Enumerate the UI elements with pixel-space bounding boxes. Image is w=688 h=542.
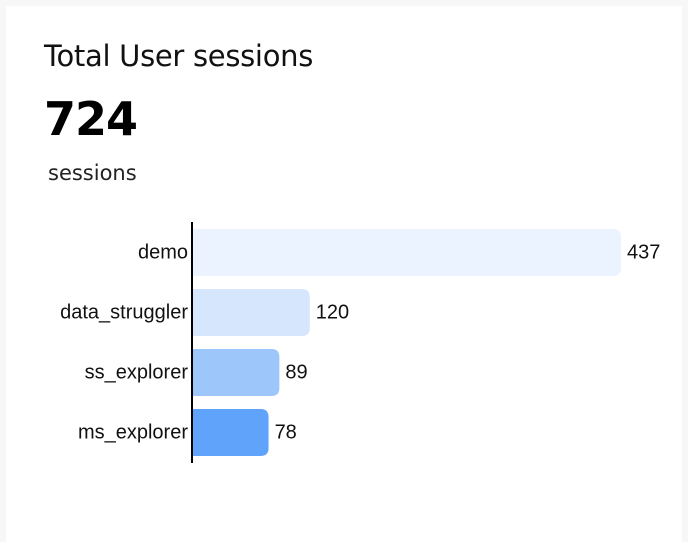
sessions-card: Total User sessions 724 sessions demo 437… bbox=[6, 6, 682, 542]
chart-bars: demo 437 data_struggler 120 ss_explorer 89 ms_… bbox=[60, 229, 660, 456]
bar-data-struggler bbox=[192, 289, 310, 336]
bar-ms-explorer bbox=[192, 409, 269, 456]
value-label: 437 bbox=[627, 242, 660, 264]
category-label: data_struggler bbox=[60, 302, 188, 324]
value-label: 120 bbox=[316, 302, 349, 324]
sessions-bar-chart: demo 437 data_struggler 120 ss_explorer 89 ms_… bbox=[60, 222, 660, 463]
value-label: 78 bbox=[275, 422, 297, 444]
value-label: 89 bbox=[285, 362, 307, 384]
category-label: ms_explorer bbox=[78, 422, 188, 444]
card-title: Total User sessions bbox=[44, 39, 314, 73]
total-sessions-value: 724 bbox=[44, 92, 138, 146]
total-sessions-unit: sessions bbox=[48, 161, 137, 185]
bar-ss-explorer bbox=[192, 349, 280, 396]
category-label: demo bbox=[138, 242, 188, 264]
bar-demo bbox=[192, 229, 621, 276]
category-label: ss_explorer bbox=[85, 362, 189, 384]
